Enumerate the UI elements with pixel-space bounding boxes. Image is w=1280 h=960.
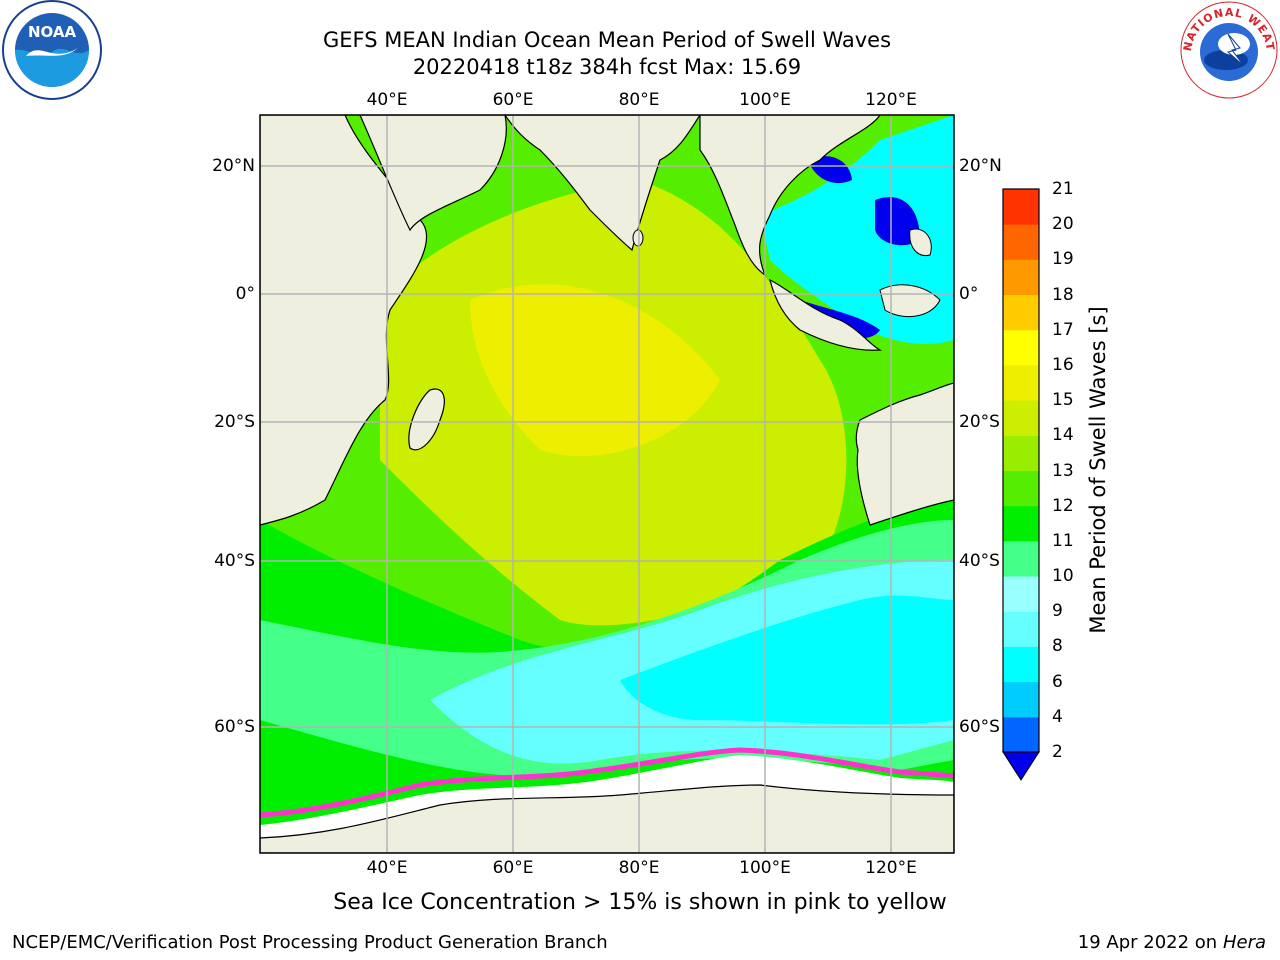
colorbar-tick-label: 20 xyxy=(1052,214,1074,235)
colorbar-tick-label: 17 xyxy=(1052,319,1074,340)
lat-label-left: 20°S xyxy=(214,412,255,432)
lat-label-right: 60°S xyxy=(959,717,1000,737)
colorbar-segment xyxy=(1003,681,1039,718)
colorbar-segment xyxy=(1003,576,1039,612)
colorbar-tick-label: 16 xyxy=(1052,354,1074,375)
lon-label-bottom: 40°E xyxy=(366,858,408,878)
lat-label-right: 40°S xyxy=(959,551,1000,571)
lat-label-right: 0° xyxy=(959,284,979,304)
colorbar-tick-label: 9 xyxy=(1052,601,1063,622)
footer-date: 19 Apr 2022 on Hera xyxy=(1078,932,1266,953)
colorbar-tick-label: 14 xyxy=(1052,425,1074,446)
sea-ice-note: Sea Ice Concentration > 15% is shown in … xyxy=(333,890,947,915)
colorbar-segment xyxy=(1003,611,1039,647)
lon-label-top: 40°E xyxy=(366,90,408,110)
lat-label-left: 60°S xyxy=(214,717,255,737)
swell-peak-band xyxy=(470,284,720,457)
colorbar-tick-label: 13 xyxy=(1052,460,1074,481)
colorbar-tick-label: 15 xyxy=(1052,390,1074,411)
madagascar-land xyxy=(408,388,445,451)
colorbar-segment xyxy=(1003,189,1039,225)
colorbar-segment xyxy=(1003,435,1039,471)
colorbar-tick-label: 19 xyxy=(1052,249,1074,270)
footer-date-text: 19 Apr 2022 on xyxy=(1077,932,1223,953)
lon-label-top: 60°E xyxy=(492,90,534,110)
lat-label-right: 20°S xyxy=(959,412,1000,432)
lon-label-bottom: 100°E xyxy=(739,858,791,878)
lon-label-bottom: 60°E xyxy=(492,858,534,878)
sumatra-land xyxy=(769,278,883,351)
graticule xyxy=(260,115,954,853)
lat-label-left: 0° xyxy=(235,284,255,304)
lat-label-left: 20°N xyxy=(212,156,255,176)
swell-lowest-band xyxy=(620,595,954,725)
ice-edge xyxy=(260,747,954,818)
colorbar-tick-label: 18 xyxy=(1052,284,1074,305)
lat-label-left: 40°S xyxy=(214,551,255,571)
colorbar-extend xyxy=(1002,751,1040,781)
colorbar-tick-label: 11 xyxy=(1052,530,1074,551)
colorbar-segment xyxy=(1003,505,1039,542)
colorbar-segment xyxy=(1003,716,1039,753)
colorbar-segment xyxy=(1003,646,1039,683)
colorbar-segment xyxy=(1003,470,1039,507)
lon-label-top: 80°E xyxy=(618,90,660,110)
lon-label-top: 120°E xyxy=(865,90,917,110)
colorbar-frame xyxy=(1002,188,1040,753)
colorbar-segment xyxy=(1003,294,1039,331)
lon-label-bottom: 120°E xyxy=(865,858,917,878)
lat-label-right: 20°N xyxy=(959,156,1002,176)
colorbar-tick-label: 21 xyxy=(1052,179,1074,199)
chart-subtitle: 20220418 t18z 384h fcst Max: 15.69 xyxy=(412,55,802,79)
antarctica-land xyxy=(260,784,954,853)
colorbar-label: Mean Period of Swell Waves [s] xyxy=(1086,306,1110,634)
colorbar-tick-label: 10 xyxy=(1052,566,1074,587)
colorbar-tick-label: 2 xyxy=(1052,742,1063,762)
map-frame xyxy=(259,114,955,854)
chart-title: GEFS MEAN Indian Ocean Mean Period of Sw… xyxy=(322,28,892,52)
footer-credit: NCEP/EMC/Verification Post Processing Pr… xyxy=(12,932,608,953)
lon-label-bottom: 80°E xyxy=(618,858,660,878)
colorbar-tick-label: 4 xyxy=(1052,706,1063,727)
map-area xyxy=(260,115,954,853)
india-land xyxy=(504,115,701,252)
footer-host: Hera xyxy=(1222,932,1266,953)
colorbar-tick-label: 6 xyxy=(1052,671,1063,692)
colorbar-segment xyxy=(1003,329,1039,366)
colorbar xyxy=(1002,188,1040,781)
colorbar-segment xyxy=(1003,259,1039,296)
colorbar-segment xyxy=(1003,364,1039,401)
noaa-logo-text: NOAA xyxy=(28,23,77,41)
australia-land xyxy=(855,382,954,526)
noaa-logo: NOAA xyxy=(2,0,102,100)
colorbar-tick-label: 12 xyxy=(1052,495,1074,516)
colorbar-segment xyxy=(1003,540,1039,577)
colorbar-tick-label: 8 xyxy=(1052,636,1063,657)
colorbar-segment xyxy=(1003,224,1039,260)
lon-label-top: 100°E xyxy=(739,90,791,110)
nws-logo: NATIONAL WEATHER SERVICE xyxy=(1178,0,1278,99)
seasia-land xyxy=(699,115,881,277)
arabia-land xyxy=(359,115,507,232)
colorbar-segment xyxy=(1003,400,1039,436)
